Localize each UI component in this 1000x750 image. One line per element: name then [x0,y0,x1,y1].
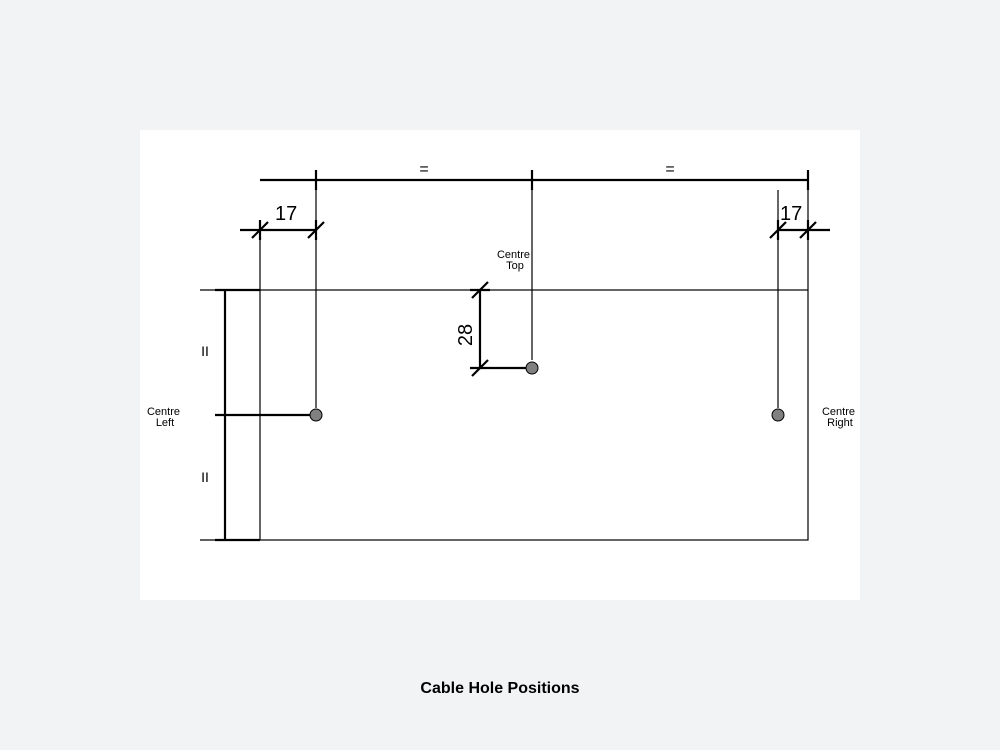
label-centre-top-1: Centre Top [497,249,533,272]
plate-outline [260,290,808,540]
label-centre-right: Centre Right [822,406,858,429]
hole-right [772,409,784,421]
equal-left: = [419,161,428,178]
dim-17-right-text: 17 [780,203,802,225]
equal-v-top: II [201,343,209,359]
dim-28-text: 28 [455,324,477,346]
diagram-panel: = = 17 17 28 [140,130,860,600]
caption: Cable Hole Positions [0,680,1000,698]
equal-v-bot: II [201,469,209,485]
diagram-svg: = = 17 17 28 [140,130,860,600]
label-centre-left: Centre Left [147,406,183,429]
hole-left [310,409,322,421]
dim-17-left-text: 17 [275,203,297,225]
equal-right: = [665,161,674,178]
hole-center [526,362,538,374]
